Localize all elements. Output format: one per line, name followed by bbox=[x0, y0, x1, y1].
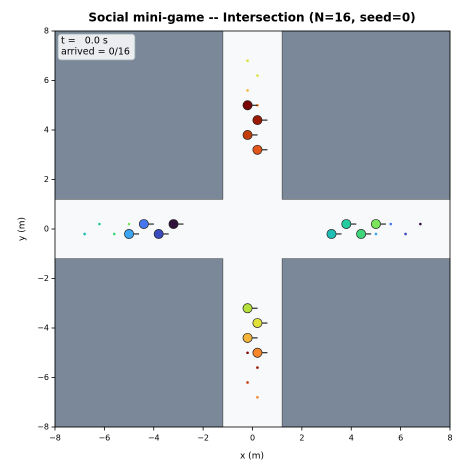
agent-marker bbox=[326, 228, 337, 239]
goal-marker bbox=[127, 222, 131, 226]
agent-marker bbox=[138, 219, 149, 229]
agent-marker bbox=[124, 228, 135, 239]
y-tick-label: −6 bbox=[37, 373, 49, 382]
goal-marker bbox=[83, 232, 86, 236]
x-tick-label: 6 bbox=[398, 434, 403, 443]
agent-marker bbox=[252, 115, 263, 126]
agent-marker bbox=[153, 228, 164, 239]
x-axis-label: x (m) bbox=[240, 452, 264, 462]
x-tick-label: −8 bbox=[49, 434, 61, 443]
goal-marker bbox=[389, 222, 393, 226]
agent-marker bbox=[356, 228, 367, 239]
agent-marker bbox=[242, 100, 253, 111]
agent-marker bbox=[242, 129, 253, 140]
goal-marker bbox=[98, 222, 101, 226]
goal-marker bbox=[112, 232, 116, 236]
obstacle bbox=[54, 258, 224, 428]
agent-marker bbox=[242, 332, 253, 343]
annotation-text: arrived = 0/16 bbox=[61, 47, 130, 58]
x-tick-label: 2 bbox=[299, 434, 304, 443]
y-tick-label: 6 bbox=[44, 76, 49, 85]
goal-marker bbox=[374, 232, 378, 236]
goal-marker bbox=[256, 366, 259, 369]
x-tick-label: −6 bbox=[98, 434, 110, 443]
goal-marker bbox=[404, 232, 407, 236]
y-axis-label: y (m) bbox=[18, 217, 28, 241]
agent-marker bbox=[341, 219, 352, 229]
y-tick-label: −4 bbox=[37, 324, 49, 333]
goal-marker bbox=[256, 396, 259, 399]
annotation-text: t = 0.0 s bbox=[61, 36, 108, 47]
goal-marker bbox=[419, 222, 422, 226]
y-tick-label: 0 bbox=[44, 225, 49, 234]
x-tick-label: 0 bbox=[250, 434, 255, 443]
y-tick-label: 2 bbox=[44, 175, 49, 184]
obstacle bbox=[281, 30, 451, 200]
annotation-box bbox=[57, 33, 136, 61]
obstacle bbox=[281, 258, 451, 428]
goal-marker bbox=[246, 381, 249, 384]
agent-marker bbox=[252, 318, 263, 328]
goal-marker bbox=[246, 59, 249, 62]
agent-marker bbox=[252, 144, 263, 155]
y-tick-label: 4 bbox=[44, 126, 49, 135]
y-tick-label: −8 bbox=[37, 423, 49, 432]
agent-marker bbox=[168, 219, 179, 229]
goal-marker bbox=[246, 351, 249, 355]
x-tick-label: 4 bbox=[349, 434, 354, 443]
agent-marker bbox=[252, 347, 263, 358]
x-tick-label: 8 bbox=[447, 434, 452, 443]
agent-marker bbox=[370, 219, 381, 229]
x-tick-label: −4 bbox=[148, 434, 160, 443]
x-tick-label: −2 bbox=[197, 434, 209, 443]
y-tick-label: 8 bbox=[44, 27, 49, 36]
y-tick-label: −2 bbox=[37, 274, 49, 283]
agent-marker bbox=[242, 303, 253, 314]
goal-marker bbox=[246, 89, 249, 92]
goal-marker bbox=[256, 74, 259, 77]
chart-title: Social mini-game -- Intersection (N=16, … bbox=[88, 11, 415, 25]
